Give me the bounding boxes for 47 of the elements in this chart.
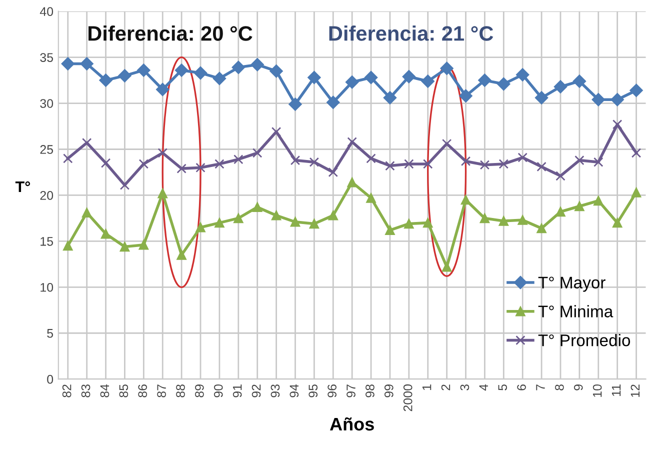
x-tick-label: 6 bbox=[517, 384, 526, 390]
x-tick-label: 1 bbox=[422, 384, 432, 390]
x-tick-label: 12 bbox=[630, 384, 640, 397]
x-tick-label: 11 bbox=[612, 384, 621, 396]
x-tick-label: 5 bbox=[498, 384, 508, 390]
y-tick-label: 10 bbox=[40, 282, 54, 292]
x-tick-label: 98 bbox=[366, 384, 374, 398]
y-tick-label: 15 bbox=[40, 237, 54, 246]
x-tick-label: 3 bbox=[460, 384, 470, 390]
x-tick-label: 9 bbox=[574, 384, 583, 390]
annotation: Diferencia: 21 °C bbox=[329, 26, 494, 41]
x-tick-label: 10 bbox=[592, 384, 602, 397]
x-tick-label: 2000 bbox=[403, 384, 412, 412]
x-tick-label: 4 bbox=[479, 384, 488, 391]
x-tick-label: 92 bbox=[252, 384, 261, 398]
x-tick-label: 2 bbox=[441, 384, 450, 390]
x-axis-title: Años bbox=[330, 417, 374, 431]
y-tick-label: 25 bbox=[40, 145, 54, 154]
x-tick-label: 8 bbox=[555, 384, 564, 390]
x-tick-label: 94 bbox=[290, 384, 299, 398]
x-tick-label: 84 bbox=[100, 384, 110, 398]
y-tick-label: 20 bbox=[40, 191, 54, 200]
y-tick-label: 0 bbox=[47, 374, 54, 384]
y-tick-label: 30 bbox=[40, 99, 54, 108]
x-tick-label: 99 bbox=[384, 384, 394, 398]
x-tick-label: 96 bbox=[328, 384, 336, 398]
x-tick-label: 97 bbox=[346, 384, 356, 398]
legend-label: T° Minima bbox=[538, 305, 614, 318]
legend-label: T° Promedio bbox=[538, 334, 630, 346]
x-tick-label: 7 bbox=[536, 384, 545, 390]
x-tick-label: 93 bbox=[270, 384, 280, 398]
x-tick-label: 88 bbox=[176, 384, 185, 398]
x-tick-label: 82 bbox=[62, 384, 72, 398]
y-tick-label: 35 bbox=[40, 53, 54, 62]
x-tick-label: 91 bbox=[232, 384, 242, 398]
x-tick-label: 86 bbox=[138, 384, 148, 398]
legend-label: T° Mayor bbox=[538, 276, 606, 292]
annotation: Diferencia: 20 °C bbox=[88, 26, 252, 41]
x-tick-label: 89 bbox=[195, 384, 204, 398]
x-tick-label: 95 bbox=[308, 384, 318, 398]
x-tick-label: 90 bbox=[214, 384, 223, 398]
x-tick-label: 85 bbox=[119, 384, 128, 398]
x-tick-label: 87 bbox=[157, 384, 166, 398]
x-tick-label: 83 bbox=[81, 384, 90, 398]
y-tick-label: 5 bbox=[47, 329, 54, 338]
y-tick-label: 40 bbox=[40, 7, 54, 16]
y-axis-title: T° bbox=[15, 181, 30, 192]
